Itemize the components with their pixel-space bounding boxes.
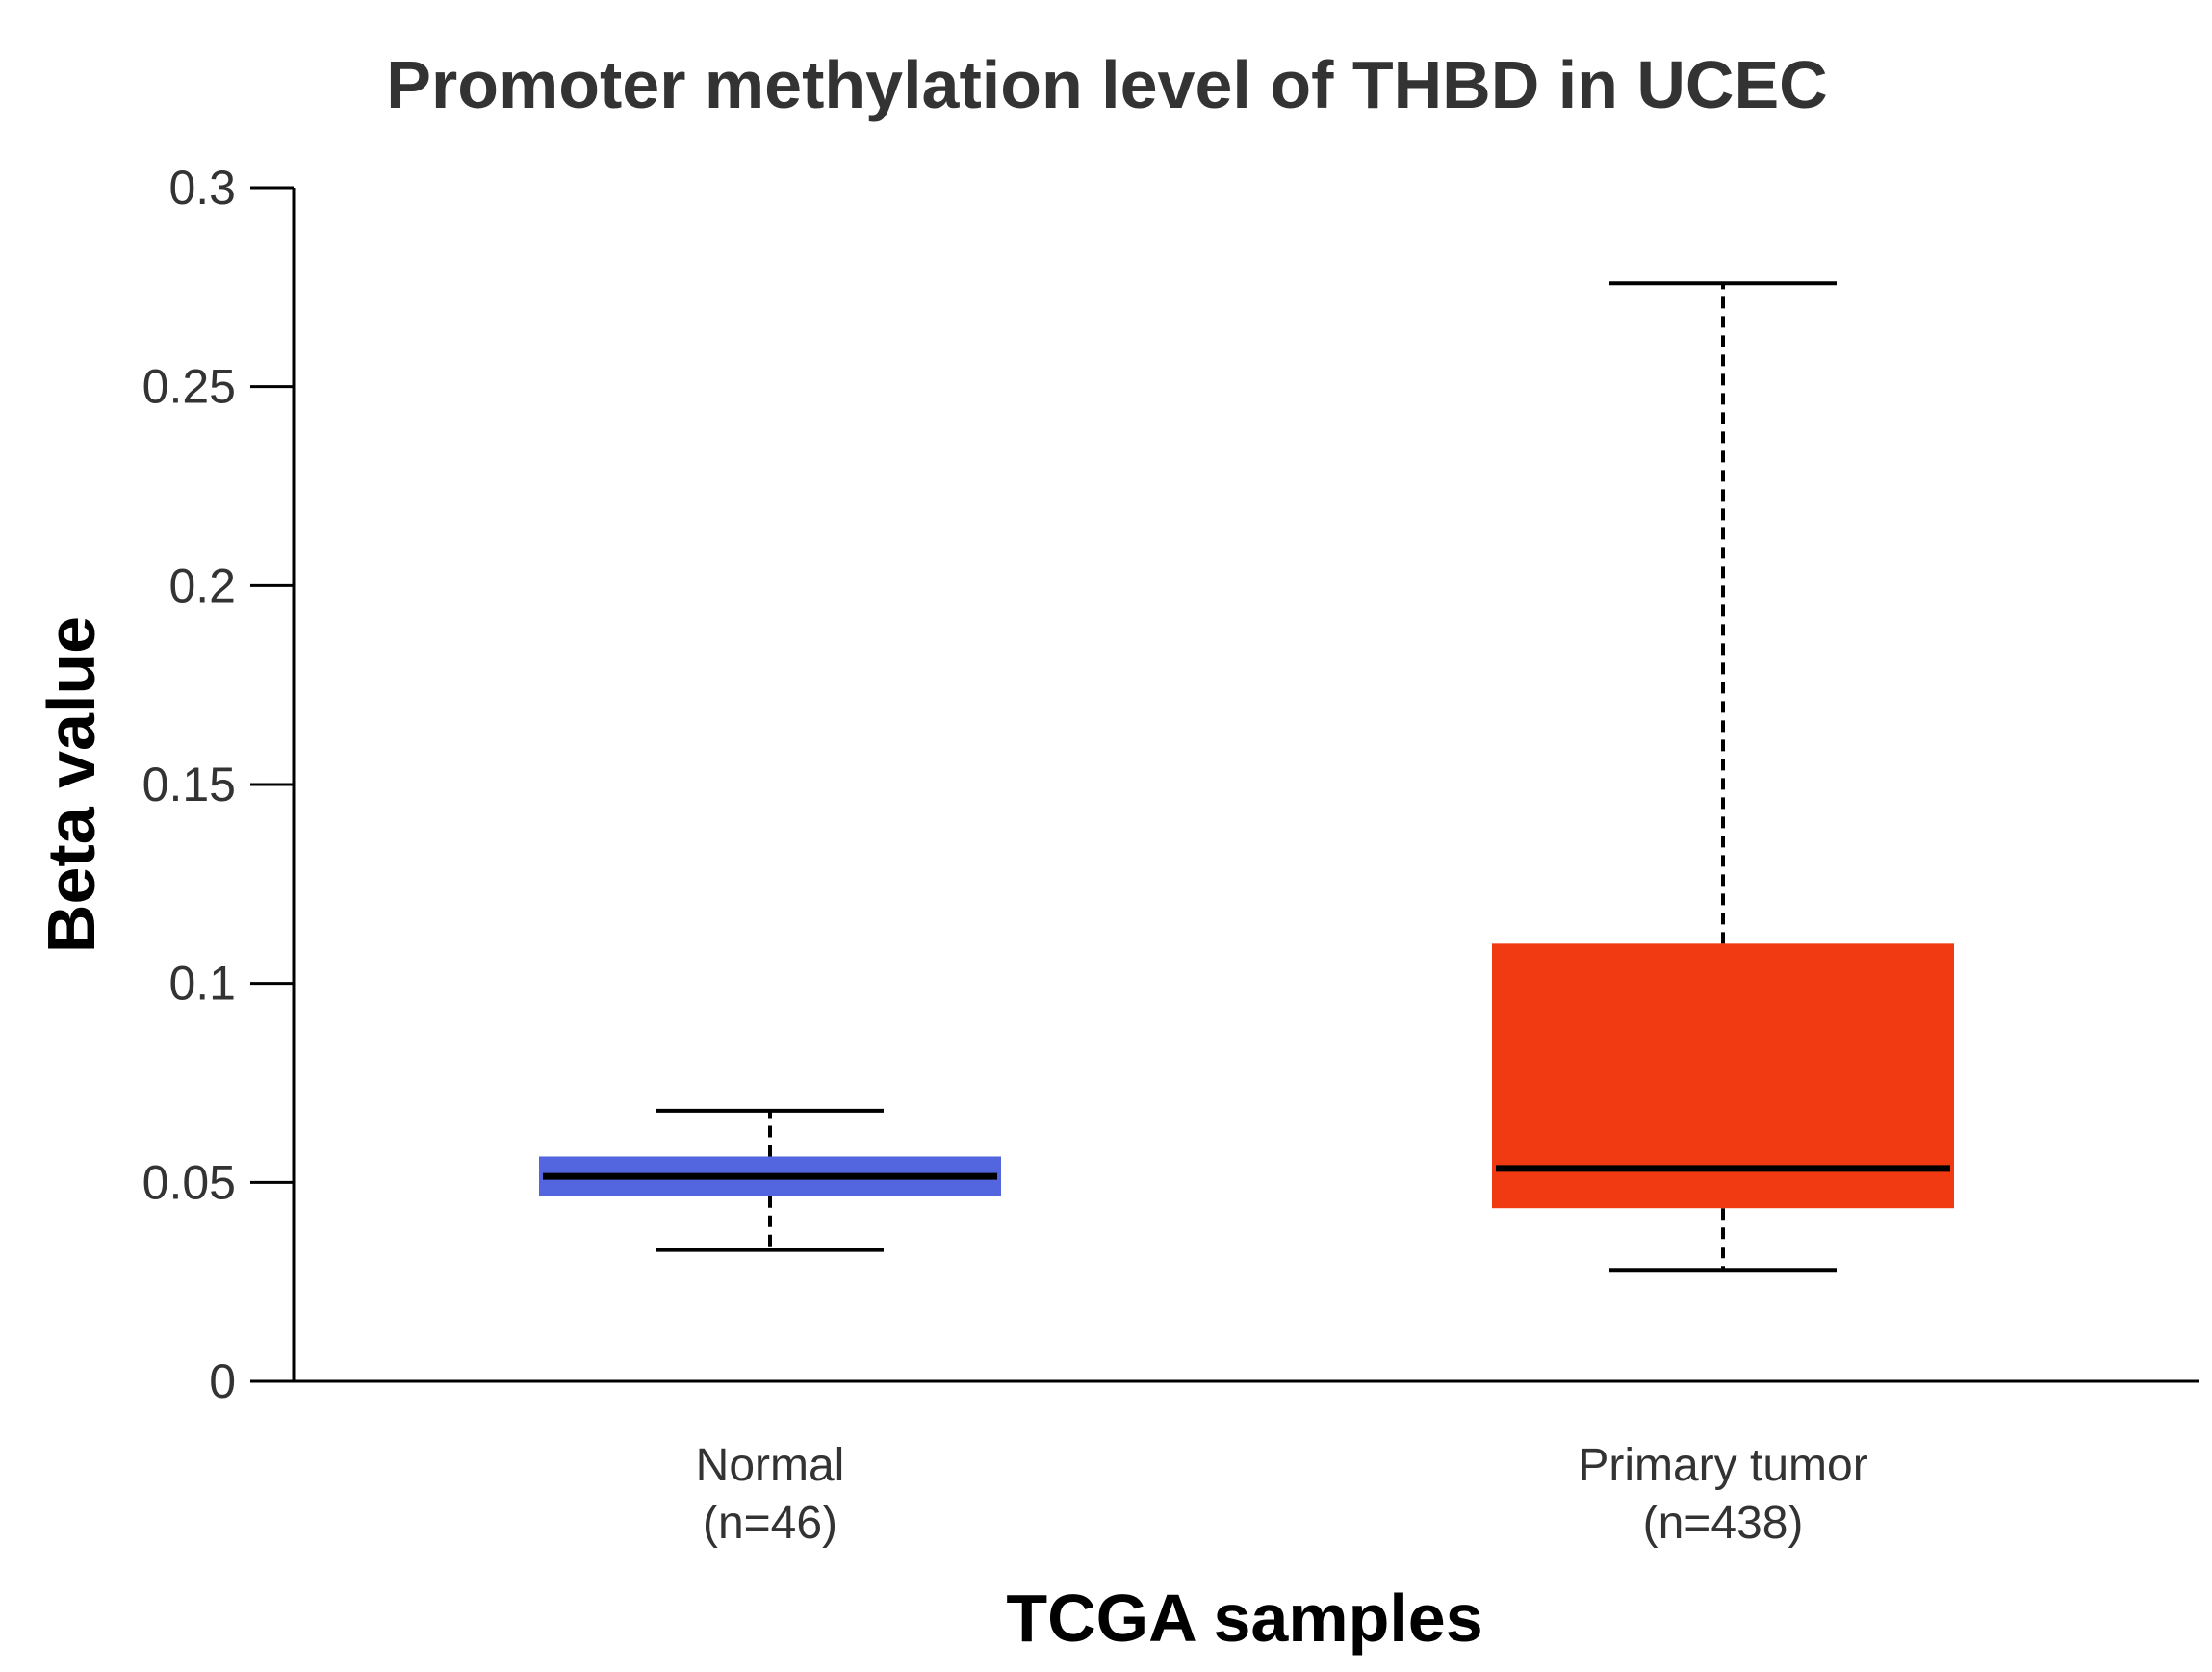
box-iqr [1492,943,1954,1209]
x-category-label: Normal [696,1440,845,1491]
y-tick-label: 0.3 [168,161,236,215]
x-category-count: (n=46) [703,1498,837,1549]
x-axis-label: TCGA samples [1006,1581,1482,1656]
chart-title: Promoter methylation level of THBD in UC… [386,47,1827,122]
y-axis: 0 0.05 0.1 0.15 0.2 0.25 0.3 [142,161,296,1408]
y-axis-label: Beta value [34,616,109,953]
x-category-label: Primary tumor [1578,1440,1867,1491]
y-tick-label: 0 [209,1354,236,1408]
y-tick-label: 0.2 [168,558,236,612]
box-series [539,281,1954,1273]
box-group [539,1108,1001,1252]
y-tick-label: 0.05 [142,1155,236,1209]
y-tick-label: 0.1 [168,957,236,1011]
x-category-count: (n=438) [1643,1498,1804,1549]
y-tick-label: 0.15 [142,758,236,811]
box-group [1492,281,1954,1273]
y-tick-label: 0.25 [142,360,236,414]
x-axis: Normal (n=46) Primary tumor (n=438) [294,1379,2199,1549]
